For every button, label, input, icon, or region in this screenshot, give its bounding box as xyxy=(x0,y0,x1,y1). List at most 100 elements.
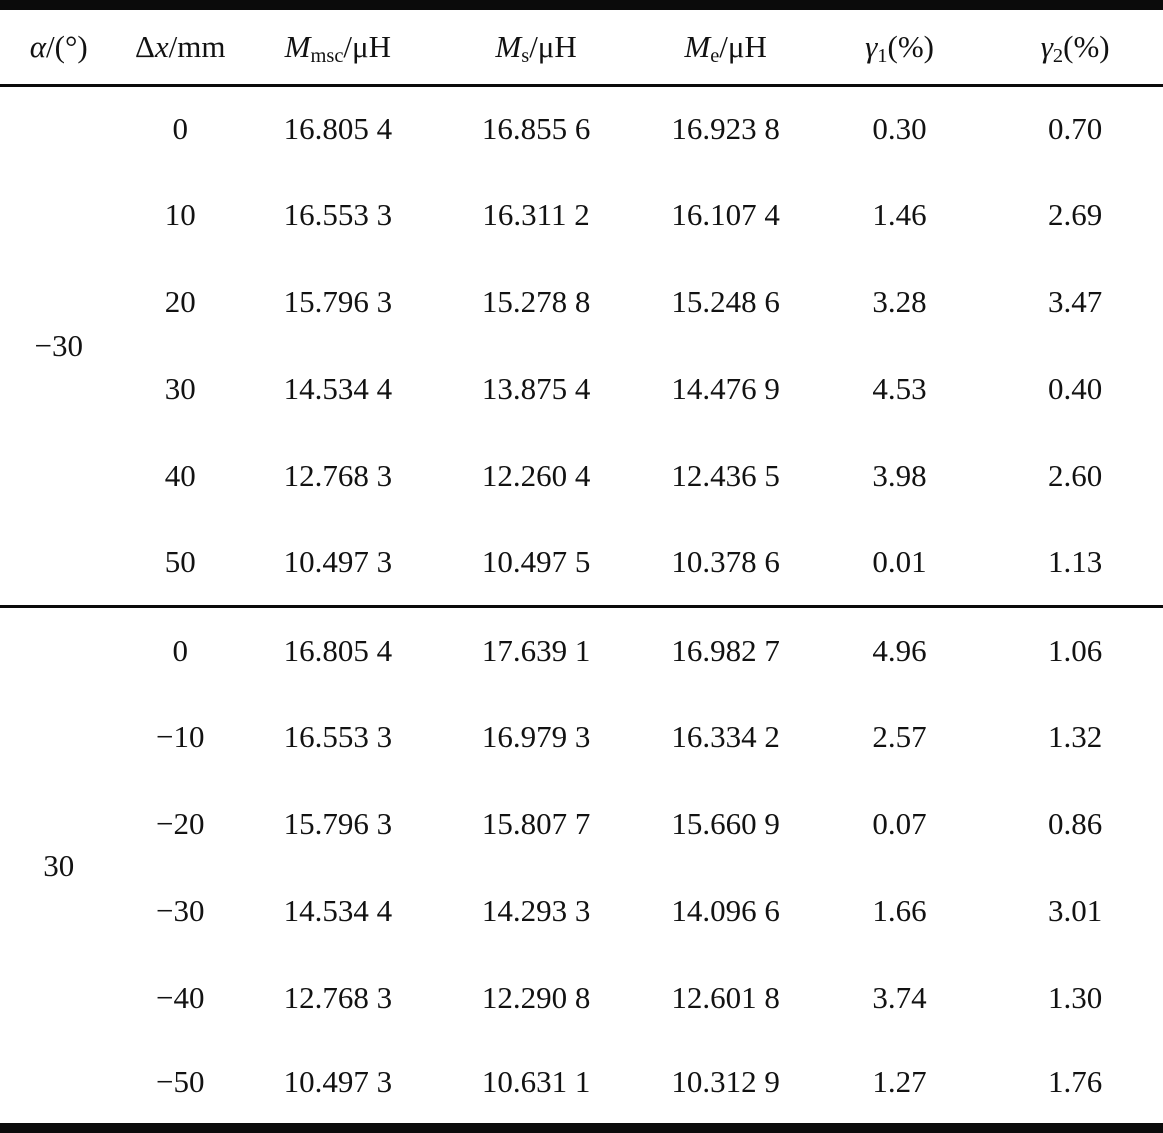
header-segment: x xyxy=(154,28,169,64)
table-cell-m-s: 10.631 1 xyxy=(481,1064,591,1100)
column-header-gamma1: γ1(%) xyxy=(811,5,988,87)
column-header-m-msc: Mmsc/μH xyxy=(243,5,433,87)
table-cell-m-s: 14.293 3 xyxy=(481,892,591,928)
table-cell-m-e: 12.436 5 xyxy=(671,458,780,494)
table-cell-gamma1: 3.28 xyxy=(872,284,927,320)
table-cell-m-s: 16.311 2 xyxy=(482,197,590,233)
header-row: α/(°) Δx/mm Mmsc/μH Ms/μH Me/μH γ1(%) γ2(%) xyxy=(0,5,1163,87)
table-cell-dx: −30 xyxy=(156,892,205,928)
table-cell-m-msc: 15.796 3 xyxy=(283,805,393,841)
table-cell-m-s: 12.260 4 xyxy=(481,458,591,494)
table-row: 10 16.553 3 16.311 2 16.107 4 1.46 2.69 xyxy=(0,172,1163,259)
table-cell-dx: −50 xyxy=(156,1064,205,1100)
table-cell-gamma1: 4.96 xyxy=(811,605,988,694)
header-segment: msc xyxy=(310,44,344,67)
table-cell-gamma2: 1.30 xyxy=(1048,979,1103,1015)
table-cell-gamma2: 1.13 xyxy=(1048,544,1103,580)
table-row: 20 15.796 3 15.278 8 15.248 6 3.28 3.47 xyxy=(0,259,1163,346)
table-row: −30 0 16.805 4 16.855 6 16.923 8 0.30 0.70 xyxy=(0,85,1163,363)
table-cell-gamma2: 2.60 xyxy=(1048,458,1103,494)
table-cell-m-s: 15.807 7 xyxy=(481,805,591,841)
table-cell-m-msc: 16.553 3 xyxy=(283,718,393,754)
table-cell-gamma1: 0.01 xyxy=(872,544,927,580)
table-row: −30 14.534 4 14.293 3 14.096 6 1.66 3.01 xyxy=(0,867,1163,954)
header-segment: 1 xyxy=(877,44,888,67)
table-cell-m-e: 10.378 6 xyxy=(671,544,780,580)
table-cell-m-s: 17.639 1 xyxy=(432,605,640,694)
table-cell-dx: 50 xyxy=(164,544,196,580)
header-segment: s xyxy=(521,44,530,67)
table-cell-m-s: 16.855 6 xyxy=(481,111,591,147)
table-cell-gamma1: 3.74 xyxy=(872,979,927,1015)
column-header-dx: Δx/mm xyxy=(117,5,244,87)
table-cell-m-s: 13.875 4 xyxy=(481,371,591,407)
table-cell-gamma1: 1.27 xyxy=(872,1064,927,1100)
table-cell-m-msc: 10.497 3 xyxy=(283,1064,393,1100)
header-segment: γ xyxy=(865,28,878,64)
table-cell-m-e: 15.660 9 xyxy=(671,805,780,841)
header-segment: e xyxy=(710,44,720,67)
table-row: 50 10.497 3 10.497 5 10.378 6 0.01 1.13 xyxy=(0,520,1163,607)
table-row: −10 16.553 3 16.979 3 16.334 2 2.57 1.32 xyxy=(0,693,1163,780)
table-cell-m-e: 16.982 7 xyxy=(639,605,812,694)
column-header-gamma2: γ2(%) xyxy=(987,5,1163,87)
table-cell-dx: 30 xyxy=(164,371,196,407)
table-cell-m-e: 14.096 6 xyxy=(671,892,780,928)
header-segment: Δ xyxy=(134,28,155,64)
table-cell-gamma2: 2.69 xyxy=(1048,197,1103,233)
header-segment: M xyxy=(495,28,522,64)
table-cell-dx: −20 xyxy=(156,805,205,841)
table-cell-m-s: 15.278 8 xyxy=(481,284,591,320)
header-segment: M xyxy=(684,28,711,64)
table-cell-m-e: 14.476 9 xyxy=(671,371,780,407)
table-cell-m-e: 15.248 6 xyxy=(671,284,780,320)
column-header-alpha: α/(°) xyxy=(0,5,118,87)
table-cell-m-s: 12.290 8 xyxy=(481,979,591,1015)
table-cell-m-msc: 16.805 4 xyxy=(283,111,393,147)
table-cell-gamma2: 0.70 xyxy=(1048,111,1103,147)
table-cell-m-e: 16.923 8 xyxy=(671,111,780,147)
table-cell-gamma1: 0.30 xyxy=(872,111,927,147)
table-cell-m-e: 16.107 4 xyxy=(671,197,780,233)
header-segment: M xyxy=(284,28,311,64)
table-row: 30 0 16.805 4 17.639 1 16.982 7 4.96 1.06 xyxy=(0,605,1163,1128)
table-cell-m-msc: 16.805 4 xyxy=(243,605,433,694)
table-cell-gamma1: 1.66 xyxy=(872,892,927,928)
column-header-m-e: Me/μH xyxy=(639,5,812,87)
table-cell-gamma2: 0.86 xyxy=(1048,805,1103,841)
table-cell-m-e: 10.312 9 xyxy=(671,1064,780,1100)
header-segment: /mm xyxy=(168,28,226,64)
table-cell-dx: 0 xyxy=(117,605,244,694)
table-cell-gamma1: 4.53 xyxy=(872,371,927,407)
header-segment: (%) xyxy=(887,28,934,64)
table-cell-m-s: 16.979 3 xyxy=(481,718,591,754)
alpha-group-cell: 30 xyxy=(0,605,118,1128)
table-cell-gamma2: 3.01 xyxy=(1048,892,1103,928)
table-cell-dx: −40 xyxy=(156,979,205,1015)
table-row: −20 15.796 3 15.807 7 15.660 9 0.07 0.86 xyxy=(0,780,1163,867)
header-segment: /μH xyxy=(529,28,577,64)
table-cell-m-msc: 14.534 4 xyxy=(283,371,393,407)
table-cell-gamma1: 3.98 xyxy=(872,458,927,494)
header-segment: 2 xyxy=(1052,44,1064,67)
table-cell-gamma2: 0.40 xyxy=(1048,371,1103,407)
table-row: 30 14.534 4 13.875 4 14.476 9 4.53 0.40 xyxy=(0,346,1163,433)
table-cell-gamma1: 0.07 xyxy=(872,805,927,841)
table-row: 40 12.768 3 12.260 4 12.436 5 3.98 2.60 xyxy=(0,433,1163,520)
table-cell-dx: 0 xyxy=(172,111,189,147)
table-cell-dx: 20 xyxy=(164,284,196,320)
table-row: −50 10.497 3 10.631 1 10.312 9 1.27 1.76 xyxy=(0,1041,1163,1128)
table-cell-m-msc: 12.768 3 xyxy=(283,979,393,1015)
table-cell-m-msc: 16.553 3 xyxy=(283,197,393,233)
header-segment: γ xyxy=(1040,28,1053,64)
table-cell-m-msc: 14.534 4 xyxy=(283,892,393,928)
header-segment: /μH xyxy=(343,28,392,64)
table-cell-m-msc: 10.497 3 xyxy=(283,544,393,580)
table-cell-gamma2: 1.06 xyxy=(987,605,1163,694)
table-cell-m-s: 10.497 5 xyxy=(481,544,591,580)
group-1: −30 0 16.805 4 16.855 6 16.923 8 0.30 0.70 10 16… xyxy=(0,85,1163,607)
header-segment: /(°) xyxy=(46,28,88,64)
alpha-group-cell: −30 xyxy=(34,327,83,363)
